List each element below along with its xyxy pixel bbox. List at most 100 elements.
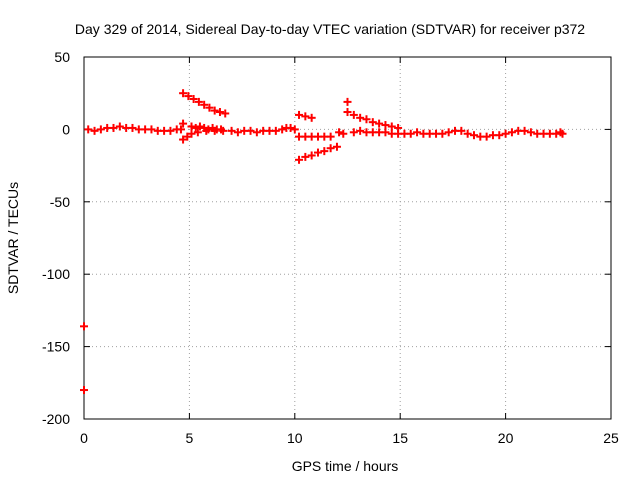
x-tick-label: 5 — [186, 430, 194, 446]
y-tick-label: -50 — [50, 194, 70, 210]
data-point — [368, 118, 377, 127]
data-point — [194, 97, 203, 106]
data-point — [349, 110, 358, 119]
data-point — [332, 142, 341, 151]
axis-ticks — [83, 56, 612, 420]
data-point — [438, 129, 447, 138]
data-point — [179, 119, 188, 128]
x-tick-label: 0 — [80, 430, 88, 446]
sdtvar-series — [80, 89, 567, 395]
data-point — [356, 126, 365, 135]
data-point — [96, 125, 105, 134]
plot-frame — [83, 56, 612, 420]
data-point — [184, 92, 193, 101]
y-tick-label: 0 — [62, 121, 70, 137]
data-point — [191, 123, 200, 132]
x-tick-labels: 0 5 10 15 20 25 — [80, 430, 619, 446]
data-point — [326, 132, 335, 141]
y-tick-label: -200 — [42, 411, 70, 427]
data-point — [183, 132, 192, 141]
y-tick-label: -150 — [42, 339, 70, 355]
data-point — [349, 128, 358, 137]
data-point — [115, 122, 124, 131]
data-point — [343, 97, 352, 106]
data-point — [210, 126, 219, 135]
data-point — [343, 108, 352, 117]
data-point — [413, 128, 422, 137]
data-point — [495, 131, 504, 140]
data-point — [339, 129, 348, 138]
data-point — [278, 125, 287, 134]
data-point — [179, 89, 188, 98]
data-point — [128, 123, 137, 132]
data-point — [295, 110, 304, 119]
data-point — [301, 112, 310, 121]
data-point — [387, 122, 396, 131]
data-point — [307, 113, 316, 122]
data-point — [444, 128, 453, 137]
data-point — [320, 147, 329, 156]
data-point — [90, 126, 99, 135]
data-point — [307, 151, 316, 160]
data-point — [187, 122, 196, 131]
chart-title: Day 329 of 2014, Sidereal Day-to-day VTE… — [75, 21, 585, 37]
grid-lines — [84, 57, 611, 419]
data-point — [80, 322, 88, 331]
data-point — [295, 155, 304, 164]
data-point — [193, 128, 202, 137]
data-point — [482, 132, 491, 141]
data-point — [202, 126, 211, 135]
data-point — [457, 126, 466, 135]
data-point — [246, 126, 255, 135]
data-point — [290, 125, 299, 134]
x-axis-label: GPS time / hours — [292, 458, 399, 474]
data-point — [187, 129, 196, 138]
data-point — [189, 94, 198, 103]
data-point — [215, 108, 224, 117]
data-point — [176, 125, 185, 134]
data-point — [109, 123, 118, 132]
data-point — [520, 126, 529, 135]
data-point — [286, 123, 295, 132]
data-point — [362, 115, 371, 124]
y-tick-label: 50 — [54, 49, 70, 65]
data-point — [326, 144, 335, 153]
x-tick-label: 20 — [498, 430, 514, 446]
data-point — [179, 135, 188, 144]
x-tick-label: 15 — [392, 430, 408, 446]
y-tick-labels: 50 0 -50 -100 -150 -200 — [42, 49, 70, 427]
y-tick-label: -100 — [42, 266, 70, 282]
data-point — [469, 131, 478, 140]
data-point — [80, 386, 88, 395]
data-point — [195, 122, 204, 131]
data-point — [84, 125, 93, 134]
data-point — [219, 126, 228, 135]
data-point — [252, 128, 261, 137]
y-axis-label: SDTVAR / TECUs — [5, 182, 21, 294]
data-point — [356, 113, 365, 122]
x-tick-label: 10 — [287, 430, 303, 446]
data-point — [200, 100, 209, 109]
data-point — [501, 129, 510, 138]
data-point — [210, 106, 219, 115]
data-point — [507, 128, 516, 137]
data-point — [301, 152, 310, 161]
data-point — [375, 119, 384, 128]
data-point — [558, 129, 567, 138]
data-point — [205, 103, 214, 112]
data-point — [526, 128, 535, 137]
data-point — [221, 109, 230, 118]
data-point — [233, 128, 242, 137]
data-point — [406, 129, 415, 138]
data-point — [271, 126, 280, 135]
data-point — [335, 128, 344, 137]
data-point — [147, 125, 156, 134]
x-tick-label: 25 — [603, 430, 619, 446]
data-point — [166, 126, 175, 135]
data-point — [381, 121, 390, 130]
data-point — [227, 126, 236, 135]
data-point — [381, 128, 390, 137]
data-point — [463, 129, 472, 138]
data-point — [313, 148, 322, 157]
